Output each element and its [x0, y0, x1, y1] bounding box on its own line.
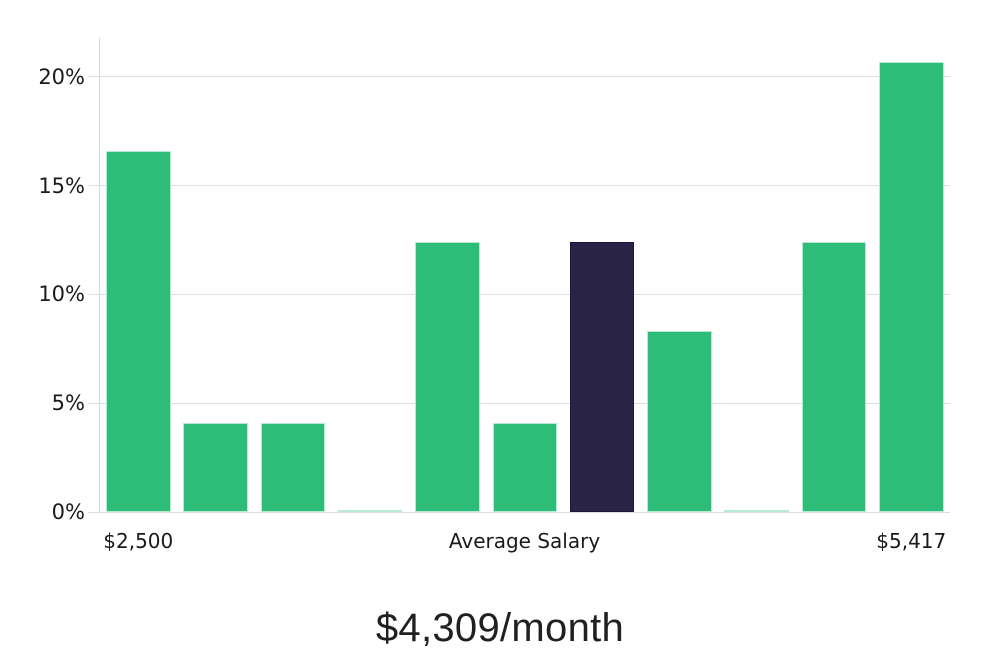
y-tick-mark	[88, 293, 99, 295]
y-tick-mark	[88, 511, 99, 513]
y-tick-label: 10%	[38, 282, 85, 307]
y-axis-line	[99, 38, 100, 512]
y-tick-mark	[88, 185, 99, 187]
y-tick-label: 15%	[38, 173, 85, 198]
y-gridline	[99, 511, 950, 513]
histogram-bar	[337, 509, 403, 512]
y-gridline	[99, 402, 950, 404]
y-gridline	[99, 185, 950, 187]
x-axis-label: $5,417	[876, 529, 947, 553]
y-tick-mark	[88, 76, 99, 78]
histogram-bar	[879, 61, 944, 512]
y-tick-label: 0%	[51, 500, 85, 524]
histogram-bar	[183, 422, 248, 512]
histogram-bar	[801, 242, 867, 512]
y-tick-label: 20%	[38, 64, 85, 89]
histogram-bar	[260, 422, 326, 512]
histogram-bar	[106, 150, 171, 512]
y-tick-mark	[88, 402, 99, 404]
histogram-bar-highlighted	[569, 242, 635, 512]
histogram-bar	[647, 331, 712, 512]
average-salary-title: $4,309/month	[375, 606, 625, 650]
x-axis-label: $2,500	[103, 529, 174, 553]
y-gridline	[99, 76, 950, 78]
histogram-bar	[724, 509, 789, 512]
histogram-bar	[492, 422, 557, 512]
y-gridline	[99, 293, 950, 295]
y-tick-label: 5%	[51, 391, 85, 416]
x-axis-label: Average Salary	[448, 529, 601, 553]
histogram-bar	[415, 242, 480, 512]
